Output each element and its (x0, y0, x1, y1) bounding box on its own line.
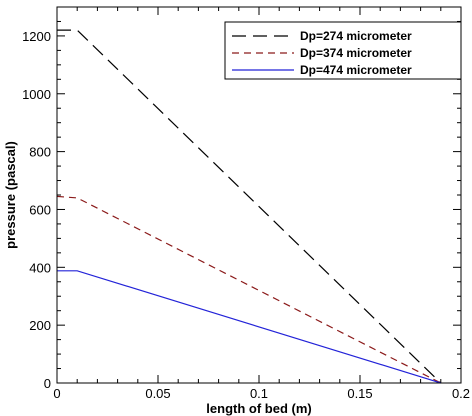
x-tick-label: 0.05 (145, 386, 170, 401)
legend-label-3: Dp=474 micrometer (300, 63, 412, 77)
legend: Dp=274 micrometer Dp=374 micrometer Dp=474… (224, 21, 462, 80)
legend-label-2: Dp=374 micrometer (300, 46, 412, 60)
x-axis-label: length of bed (m) (206, 401, 311, 416)
x-tick-label: 0.1 (250, 386, 268, 401)
legend-label-1: Dp=274 micrometer (300, 29, 412, 43)
y-tick-label: 600 (29, 202, 51, 217)
y-tick-label: 200 (29, 318, 51, 333)
series-layer (56, 29, 442, 384)
ticks-layer: 0 0.05 0.1 0.15 0.2 0 200 400 600 800 1000 1200 (22, 7, 470, 401)
series-line-2 (56, 195, 442, 384)
y-tick-label: 1200 (22, 29, 51, 44)
series-line-3 (57, 270, 441, 384)
y-tick-label: 1000 (22, 87, 51, 102)
x-tick-label: 0 (53, 386, 60, 401)
y-axis-label: pressure (pascal) (3, 141, 18, 249)
x-tick-label: 0.2 (452, 386, 470, 401)
series-line-1 (57, 29, 442, 384)
y-tick-label: 800 (29, 145, 51, 160)
plot-frame (56, 6, 462, 384)
x-tick-label: 0.15 (347, 386, 372, 401)
y-tick-label: 400 (29, 260, 51, 275)
y-tick-label: 0 (44, 376, 51, 391)
